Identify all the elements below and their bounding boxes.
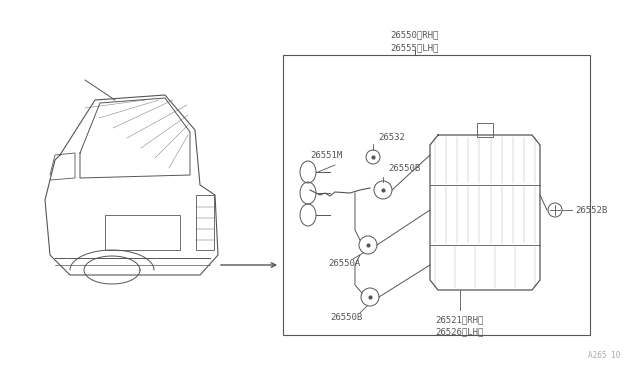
Text: 26550A: 26550A bbox=[328, 259, 360, 267]
Text: 26526〈LH〉: 26526〈LH〉 bbox=[436, 327, 484, 337]
Text: 26550B: 26550B bbox=[388, 164, 420, 173]
Text: 26532: 26532 bbox=[378, 132, 405, 141]
Text: 26521〈RH〉: 26521〈RH〉 bbox=[436, 315, 484, 324]
Text: 26551M: 26551M bbox=[310, 151, 342, 160]
Text: A265 10: A265 10 bbox=[588, 350, 620, 359]
Bar bbox=[283, 55, 590, 335]
Text: 26550B: 26550B bbox=[330, 312, 362, 321]
Bar bbox=[477, 123, 493, 137]
Text: 26552B: 26552B bbox=[575, 205, 607, 215]
Bar bbox=[196, 195, 214, 250]
Bar bbox=[105, 215, 180, 250]
Text: 26555〈LH〉: 26555〈LH〉 bbox=[390, 44, 438, 52]
Text: 26550〈RH〉: 26550〈RH〉 bbox=[390, 31, 438, 39]
